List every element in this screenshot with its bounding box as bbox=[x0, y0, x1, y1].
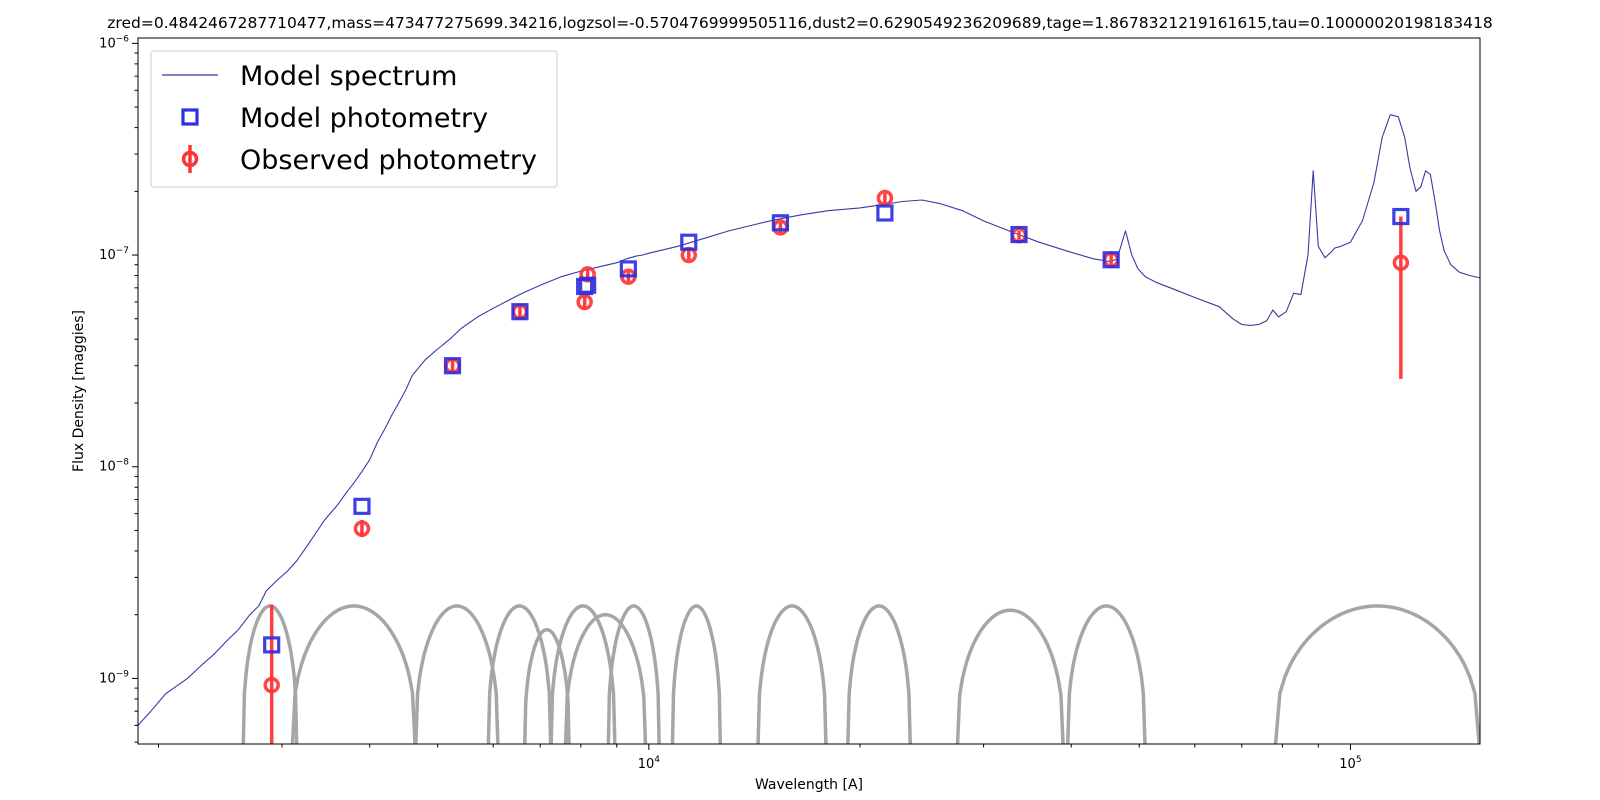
filter-curve bbox=[549, 604, 617, 744]
model-photometry-point bbox=[876, 204, 894, 222]
legend-square-swatch bbox=[181, 108, 199, 126]
y-tick-label: 10−6 bbox=[99, 34, 129, 51]
legend-label: Model spectrum bbox=[240, 61, 457, 92]
filter-curve bbox=[670, 604, 723, 744]
model-photometry-series bbox=[263, 204, 1410, 654]
filter-curve bbox=[1273, 604, 1480, 744]
model-photometry-point bbox=[263, 636, 281, 654]
model-photometry-point bbox=[579, 276, 597, 294]
model-photometry-point bbox=[1010, 225, 1028, 244]
filter-curve bbox=[756, 604, 828, 744]
observed-point bbox=[576, 293, 593, 311]
y-axis-label: Flux Density [maggies] bbox=[71, 310, 87, 472]
filter-curve bbox=[486, 604, 553, 744]
x-tick-label: 104 bbox=[638, 755, 661, 772]
model-photometry-point bbox=[680, 233, 698, 251]
plot-frame bbox=[137, 37, 1481, 745]
filter-curve bbox=[955, 608, 1065, 744]
filter-curve bbox=[846, 604, 912, 744]
observed-point bbox=[353, 520, 371, 537]
observed-photometry-series bbox=[263, 189, 1410, 744]
legend-box bbox=[150, 50, 558, 188]
legend-label: Model photometry bbox=[240, 103, 488, 134]
model-spectrum-series bbox=[138, 114, 1480, 726]
legend-circle-swatch bbox=[181, 150, 199, 168]
legend-label: Observed photometry bbox=[240, 145, 537, 176]
model-spectrum-line bbox=[138, 114, 1480, 726]
model-photometry-point bbox=[1392, 207, 1410, 226]
x-axis: 104 105 bbox=[157, 744, 1362, 772]
y-axis: 10−9 10−8 10−7 10−6 bbox=[99, 34, 138, 743]
filter-curves bbox=[241, 604, 1480, 744]
x-tick-label: 105 bbox=[1339, 755, 1361, 772]
model-photometry-point bbox=[511, 303, 529, 321]
observed-point bbox=[1392, 254, 1410, 271]
filter-curve bbox=[563, 612, 648, 744]
chart-title: zred=0.4842467287710477,mass=47347727569… bbox=[107, 14, 1492, 32]
filter-curve bbox=[1065, 604, 1147, 744]
observed-point bbox=[263, 676, 280, 694]
filter-curve bbox=[606, 604, 661, 744]
y-tick-label: 10−9 bbox=[99, 669, 129, 686]
y-tick-label: 10−8 bbox=[99, 458, 129, 475]
model-photometry-point bbox=[353, 497, 371, 515]
legend: Model spectrum Model photometry Observed p… bbox=[150, 50, 558, 188]
filter-curve bbox=[414, 604, 500, 744]
filter-curve bbox=[290, 604, 417, 744]
model-photometry-point bbox=[443, 357, 462, 375]
y-tick-label: 10−7 bbox=[99, 246, 129, 263]
filter-curve bbox=[523, 627, 571, 744]
model-photometry-point bbox=[619, 260, 637, 278]
model-photometry-point bbox=[771, 214, 790, 232]
model-photometry-point bbox=[1102, 251, 1120, 269]
x-axis-label: Wavelength [A] bbox=[755, 777, 863, 793]
